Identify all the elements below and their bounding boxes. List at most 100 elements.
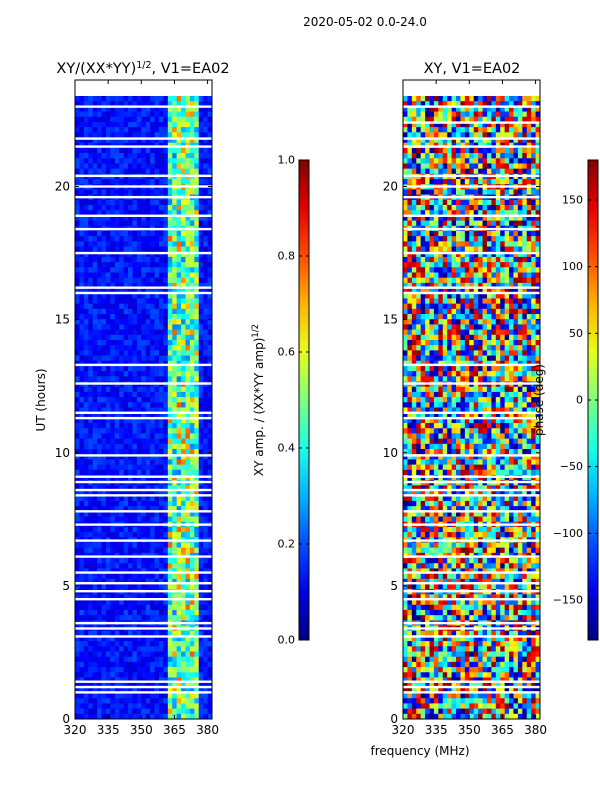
heatmap-cell [535, 121, 541, 128]
heatmap-cell [114, 288, 120, 294]
heatmap-cell [158, 127, 164, 133]
heatmap-cell [172, 454, 178, 460]
heatmap-cell [97, 210, 102, 216]
heatmap-cell [83, 511, 89, 517]
heatmap-cell [79, 594, 85, 600]
heatmap-cell [167, 438, 173, 445]
heatmap-cell [123, 168, 129, 175]
heatmap-cell [486, 277, 492, 284]
heatmap-cell [522, 147, 528, 154]
heatmap-cell [154, 339, 160, 346]
heatmap-cell [464, 179, 470, 185]
heatmap-cell [478, 267, 483, 273]
heatmap-cell [92, 376, 98, 382]
heatmap-cell [79, 308, 85, 315]
heatmap-cell [429, 256, 435, 263]
heatmap-cell [132, 407, 138, 414]
heatmap-cell [172, 350, 178, 356]
heatmap-cell [460, 163, 466, 170]
heatmap-cell [447, 205, 453, 211]
heatmap-cell [105, 677, 111, 684]
heatmap-cell [97, 526, 102, 533]
heatmap-cell [478, 158, 483, 164]
heatmap-cell [172, 708, 178, 715]
heatmap-cell [163, 215, 169, 221]
flagged-row [75, 137, 212, 140]
heatmap-cell [172, 215, 178, 221]
heatmap-cell [189, 376, 195, 382]
heatmap-cell [403, 163, 408, 170]
heatmap-cell [154, 532, 160, 538]
heatmap-cell [154, 360, 160, 367]
heatmap-cell [128, 147, 133, 154]
heatmap-cell [158, 288, 164, 294]
heatmap-cell [154, 438, 160, 445]
heatmap-cell [150, 604, 155, 611]
heatmap-cell [158, 397, 164, 403]
heatmap-cell [88, 386, 94, 393]
heatmap-cell [132, 272, 138, 279]
heatmap-cell [464, 288, 470, 294]
heatmap-cell [141, 168, 147, 175]
heatmap-cell [97, 495, 102, 502]
heatmap-cell [482, 127, 488, 133]
heatmap-cell [203, 179, 208, 185]
heatmap-cell [495, 251, 501, 258]
heatmap-cell [194, 256, 200, 263]
heatmap-cell [110, 594, 116, 600]
heatmap-cell [154, 677, 160, 684]
heatmap-cell [207, 272, 213, 279]
heatmap-cell [119, 490, 125, 497]
heatmap-cell [163, 558, 169, 564]
heatmap-cell [198, 563, 204, 569]
heatmap-cell [92, 298, 98, 305]
heatmap-cell [194, 646, 200, 652]
heatmap-cell [167, 210, 173, 216]
heatmap-cell [163, 713, 169, 720]
heatmap-cell [500, 230, 506, 237]
heatmap-cell [198, 158, 204, 164]
heatmap-cell [504, 251, 510, 258]
heatmap-cell [110, 111, 116, 118]
heatmap-cell [172, 443, 178, 450]
heatmap-cell [128, 272, 133, 279]
heatmap-cell [207, 646, 213, 652]
heatmap-cell [194, 391, 200, 398]
heatmap-cell [119, 324, 125, 331]
heatmap-cell [114, 158, 120, 164]
heatmap-cell [97, 641, 102, 647]
heatmap-cell [145, 111, 151, 118]
flagged-row [75, 494, 212, 497]
heatmap-cell [207, 443, 213, 450]
heatmap-cell [114, 558, 120, 564]
heatmap-cell [433, 251, 439, 258]
heatmap-cell [172, 251, 178, 258]
heatmap-cell [88, 215, 94, 221]
heatmap-cell [97, 459, 102, 465]
heatmap-cell [176, 199, 182, 206]
heatmap-cell [141, 500, 147, 507]
flagged-row [75, 539, 212, 542]
heatmap-cell [172, 682, 178, 689]
heatmap-cell [181, 277, 186, 284]
heatmap-cell [451, 116, 457, 123]
heatmap-cell [132, 303, 138, 310]
heatmap-cell [163, 469, 169, 476]
heatmap-cell [105, 708, 111, 715]
heatmap-cell [482, 272, 488, 279]
heatmap-cell [172, 687, 178, 694]
heatmap-cell [110, 298, 116, 305]
heatmap-cell [83, 667, 89, 673]
heatmap-cell [119, 111, 125, 118]
heatmap-cell [185, 532, 191, 538]
flagged-row [75, 590, 212, 593]
heatmap-cell [105, 630, 111, 637]
heatmap-cell [119, 693, 125, 699]
heatmap-cell [75, 532, 80, 538]
heatmap-cell [420, 251, 426, 258]
heatmap-cell [92, 262, 98, 268]
heatmap-cell [114, 516, 120, 523]
heatmap-cell [425, 132, 430, 138]
heatmap-cell [79, 355, 85, 362]
heatmap-cell [176, 526, 182, 533]
